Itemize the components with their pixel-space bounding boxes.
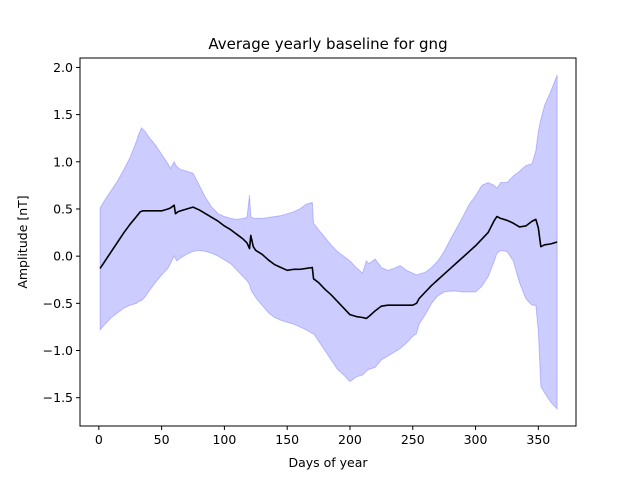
axes-frame [79, 57, 577, 427]
y-axis-title: Amplitude [nT] [15, 195, 30, 288]
y-tick-label: 1.0 [53, 154, 73, 169]
y-tick-label: −1.5 [43, 390, 73, 405]
x-tick-label: 350 [526, 432, 550, 447]
x-tick-label: 50 [154, 432, 170, 447]
y-tick-label: 2.0 [53, 60, 73, 75]
x-tick-label: 100 [212, 432, 236, 447]
y-tick-label: 0.0 [53, 249, 73, 264]
x-tick-label: 300 [464, 432, 488, 447]
spread-band [99, 74, 558, 411]
y-tick-label: −1.0 [43, 343, 73, 358]
x-tick-label: 0 [95, 432, 103, 447]
x-axis-title: Days of year [288, 455, 368, 470]
x-tick-label: 200 [338, 432, 362, 447]
y-tick-label: 0.5 [53, 201, 73, 216]
x-tick-label: 250 [401, 432, 425, 447]
baseline-line [99, 204, 558, 320]
plot-area [99, 74, 558, 411]
y-tick-label: 1.5 [53, 107, 73, 122]
chart-title: Average yearly baseline for gng [208, 35, 447, 53]
x-tick-label: 150 [275, 432, 299, 447]
y-tick-label: −0.5 [43, 296, 73, 311]
axes: 0 50 100 150 200 250 300 350 −1.5 −1.0 −0.5 0.0 0.5 1… [43, 57, 577, 447]
